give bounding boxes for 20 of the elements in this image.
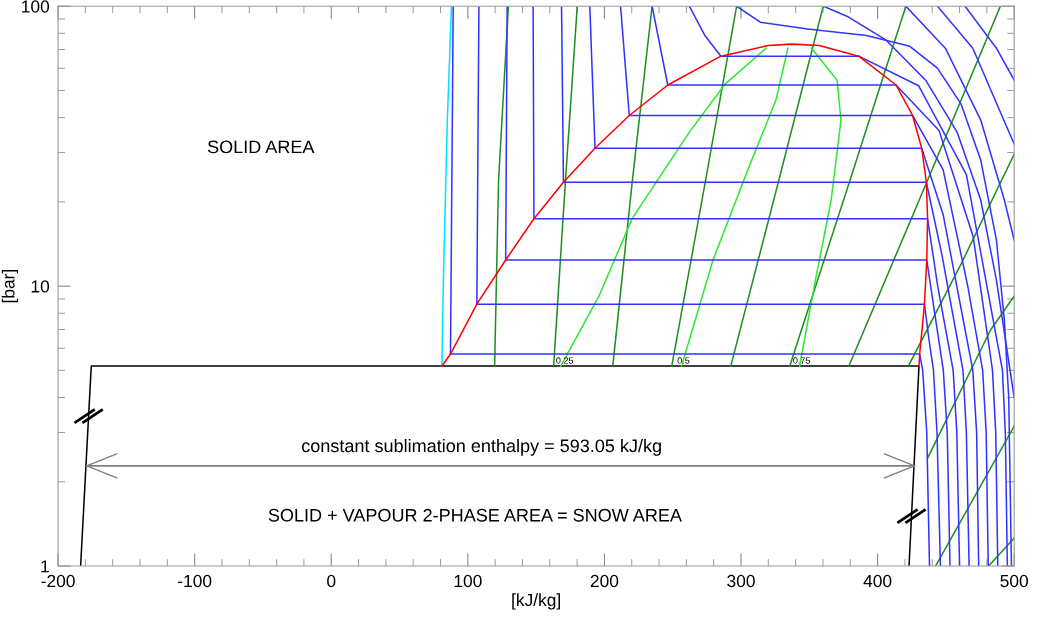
annotation: constant sublimation enthalpy = 593.05 kJ/kg — [301, 438, 661, 456]
y-tick-label: 1 — [41, 560, 49, 573]
x-tick-label: 200 — [590, 574, 619, 588]
x-tick-label: -200 — [41, 574, 75, 588]
y-tick-label: 10 — [31, 280, 50, 293]
line-series — [936, 6, 1015, 145]
x-tick-label: 500 — [1000, 574, 1028, 588]
annotation: SOLID AREA — [207, 140, 315, 154]
y-tick-label: 100 — [22, 0, 50, 13]
line-series — [441, 6, 453, 367]
x-axis-title: [kJ/kg] — [512, 593, 560, 610]
x-tick-label: 400 — [863, 574, 892, 588]
annotation: SOLID + VAPOUR 2-PHASE AREA = SNOW AREA — [268, 508, 682, 522]
y-axis-title: [bar] — [1, 270, 18, 303]
x-tick-label: 0 — [327, 574, 336, 588]
x-tick-label: 300 — [727, 574, 755, 588]
x-tick-label: 100 — [454, 574, 482, 588]
line-series — [905, 6, 1015, 241]
line-series — [441, 43, 929, 367]
x-tick-label: -100 — [178, 574, 212, 588]
